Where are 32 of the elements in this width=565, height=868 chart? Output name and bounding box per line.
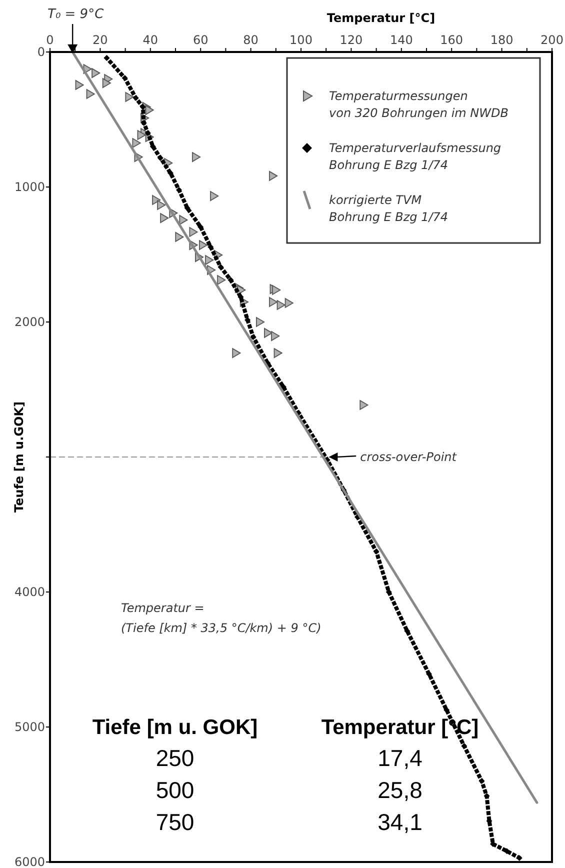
y-tick-label: 5000 <box>14 720 45 734</box>
x-tick-label: 200 <box>540 33 564 47</box>
annotation: 34,1 <box>378 809 422 835</box>
y-tick-label: 1000 <box>14 180 45 194</box>
x-tick-label: 60 <box>192 33 208 47</box>
x-axis-title: Temperatur [°C] <box>326 11 436 25</box>
x-tick-label: 160 <box>440 33 464 47</box>
annotation: Temperatur = (Tiefe [km] * 33,5 °C/km) + 9 °C) <box>121 601 322 635</box>
x-tick-label: 0 <box>46 33 54 47</box>
x-tick-label: 20 <box>92 33 108 47</box>
x-tick-label: 80 <box>243 33 258 47</box>
legend-label: Temperaturverlaufsmessung Bohrung E Bzg 1/74 <box>329 141 502 172</box>
annotation: T₀ = 9°C <box>48 7 105 22</box>
annotation: 750 <box>156 809 194 835</box>
x-tick-label: 180 <box>490 33 514 47</box>
y-tick-label: 0 <box>37 45 45 60</box>
y-tick-label: 6000 <box>14 855 45 868</box>
annotation: 25,8 <box>378 777 422 803</box>
annotation: 500 <box>156 777 194 803</box>
legend-label: Temperaturmessungen von 320 Bohrungen im NWDB <box>329 89 508 120</box>
x-tick-label: 100 <box>290 33 312 47</box>
annotation: Tiefe [m u. GOK] <box>92 716 258 739</box>
annotation: 17,4 <box>378 745 423 771</box>
x-tick-label: 40 <box>142 33 158 47</box>
x-tick-label: 140 <box>390 33 413 47</box>
y-tick-label: 4000 <box>14 585 45 600</box>
y-tick-label: 2000 <box>14 315 45 330</box>
annotation: cross-over-Point <box>360 450 458 464</box>
annotation: 250 <box>156 745 194 771</box>
y-axis-title: Teufe [m u.GOK] <box>12 402 26 512</box>
legend-label: korrigierte TVM Bohrung E Bzg 1/74 <box>329 193 448 224</box>
x-tick-label: 120 <box>340 33 363 47</box>
